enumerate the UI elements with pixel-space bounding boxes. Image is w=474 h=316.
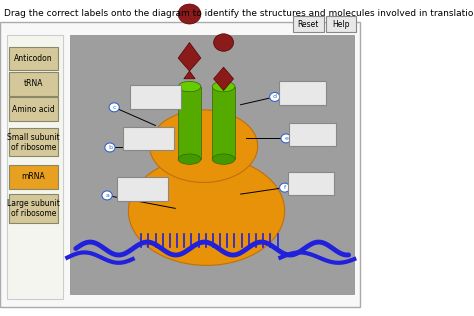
Text: c: c (112, 105, 116, 110)
FancyBboxPatch shape (326, 16, 356, 32)
Circle shape (270, 93, 280, 101)
Ellipse shape (150, 110, 258, 182)
Polygon shape (178, 43, 201, 71)
FancyBboxPatch shape (0, 22, 360, 307)
FancyBboxPatch shape (9, 97, 57, 121)
Text: mRNA: mRNA (21, 173, 45, 181)
FancyBboxPatch shape (9, 128, 57, 156)
FancyBboxPatch shape (279, 82, 326, 105)
Text: Anticodon: Anticodon (14, 54, 53, 63)
FancyBboxPatch shape (9, 194, 57, 223)
Ellipse shape (178, 154, 201, 164)
Text: Help: Help (332, 20, 349, 28)
FancyBboxPatch shape (289, 123, 336, 146)
Ellipse shape (212, 82, 235, 92)
Text: tRNA: tRNA (24, 79, 43, 88)
FancyBboxPatch shape (288, 172, 334, 195)
Text: Amino acid: Amino acid (12, 105, 55, 113)
Text: b: b (108, 145, 112, 150)
FancyBboxPatch shape (7, 35, 63, 299)
FancyBboxPatch shape (70, 35, 354, 294)
Circle shape (281, 134, 291, 143)
Text: d: d (273, 94, 277, 100)
Circle shape (280, 183, 290, 192)
Ellipse shape (178, 82, 201, 92)
Ellipse shape (212, 154, 235, 164)
Text: Small subunit
of ribosome: Small subunit of ribosome (7, 132, 60, 152)
FancyBboxPatch shape (9, 47, 57, 70)
Text: Drag the correct labels onto the diagram to identify the structures and molecule: Drag the correct labels onto the diagram… (4, 9, 474, 18)
FancyBboxPatch shape (212, 87, 235, 159)
Circle shape (178, 4, 201, 24)
Polygon shape (214, 67, 234, 90)
Text: Large subunit
of ribosome: Large subunit of ribosome (7, 199, 60, 218)
Polygon shape (184, 71, 195, 79)
Circle shape (102, 191, 112, 200)
FancyBboxPatch shape (130, 85, 181, 109)
FancyBboxPatch shape (123, 127, 174, 150)
FancyBboxPatch shape (178, 87, 201, 159)
Circle shape (109, 103, 119, 112)
Text: f: f (283, 185, 286, 190)
Ellipse shape (128, 156, 285, 265)
Circle shape (105, 143, 115, 152)
Text: Reset: Reset (298, 20, 319, 28)
Text: a: a (105, 193, 109, 198)
Circle shape (214, 34, 234, 51)
FancyBboxPatch shape (9, 72, 57, 95)
FancyBboxPatch shape (117, 177, 168, 201)
FancyBboxPatch shape (293, 16, 324, 32)
Text: e: e (284, 136, 288, 141)
FancyBboxPatch shape (9, 165, 57, 189)
